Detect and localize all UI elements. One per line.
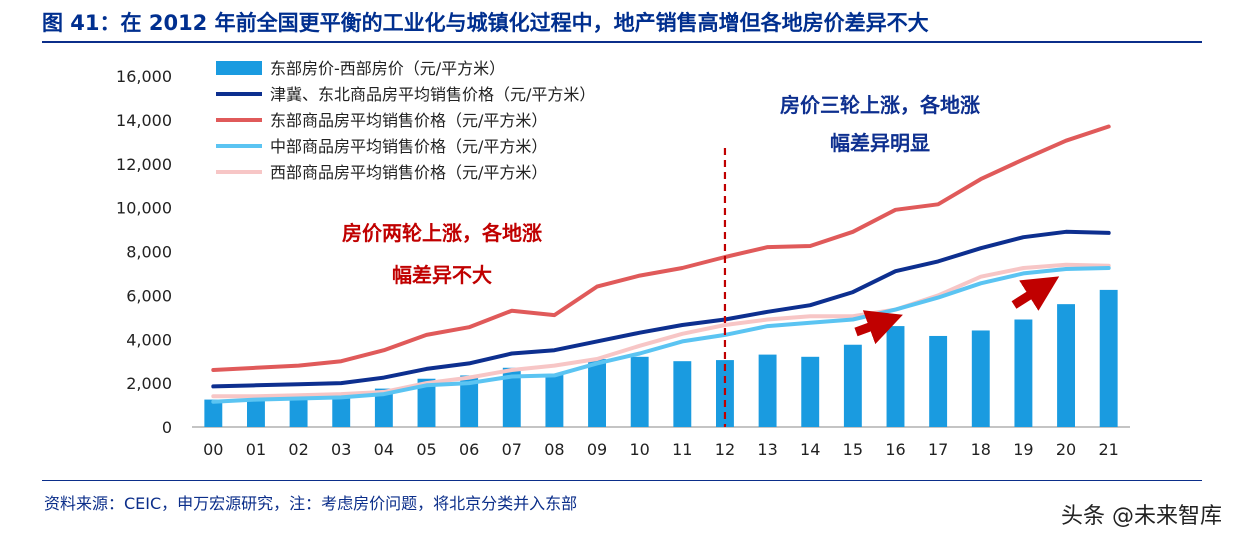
axes: 0 2,000 4,000 6,000 8,000 10,000 12,000 14,000 1… [116,67,1130,459]
bar [843,344,862,427]
y-tick-label: 14,000 [116,111,172,130]
x-tick-label: 01 [246,440,266,459]
watermark: 头条 @未来智库 [1061,504,1222,529]
x-tick-label: 00 [203,440,223,459]
y-tick-label: 2,000 [126,374,172,393]
x-tick-label: 11 [672,440,692,459]
bar [801,356,820,427]
series-line-3 [211,266,1111,404]
legend-label: 东部商品房平均销售价格（元/平方米） [270,111,547,130]
bar [758,354,777,427]
x-tick-label: 18 [971,440,991,459]
bar [886,326,905,427]
x-tick-label: 08 [544,440,564,459]
title-divider [42,41,1202,43]
x-tick-label: 19 [1013,440,1033,459]
legend-label: 中部商品房平均销售价格（元/平方米） [270,137,547,156]
source-note: 资料来源：CEIC，申万宏源研究，注：考虑房价问题，将北京分类并入东部 [44,494,578,513]
bar [929,335,948,427]
annotation-text: 幅差异明显 [830,131,930,155]
y-tick-label: 8,000 [126,243,172,262]
legend-swatch [216,61,262,75]
line-series [211,124,1111,404]
x-tick-label: 14 [800,440,820,459]
y-tick-label: 4,000 [126,330,172,349]
x-tick-label: 03 [331,440,351,459]
legend: 东部房价-西部房价（元/平方米） 津冀、东北商品房平均销售价格（元/平方米） 东部商… [216,59,595,182]
chart-title: 图 41：在 2012 年前全国更平衡的工业化与城镇化过程中，地产销售高增但各地… [42,11,929,35]
bar [460,375,479,427]
bar-series [204,289,1118,427]
bar [673,361,692,427]
x-tick-label: 13 [757,440,777,459]
x-tick-label: 17 [928,440,948,459]
bar [971,330,990,427]
y-tick-label: 6,000 [126,286,172,305]
bar [1099,289,1118,427]
bar [289,398,308,427]
x-tick-label: 12 [715,440,735,459]
x-tick-label: 15 [843,440,863,459]
bar [1057,304,1075,427]
bar [247,400,265,427]
legend-label: 东部房价-西部房价（元/平方米） [270,59,505,78]
x-tick-label: 21 [1099,440,1119,459]
legend-label: 津冀、东北商品房平均销售价格（元/平方米） [270,85,595,104]
trend-arrow [854,310,903,345]
legend-label: 西部商品房平均销售价格（元/平方米） [270,163,547,182]
x-tick-label: 07 [502,440,522,459]
y-tick-label: 16,000 [116,67,172,86]
bar [204,399,223,427]
bar [1014,319,1033,427]
chart: 0 2,000 4,000 6,000 8,000 10,000 12,000 14,000 1… [116,59,1130,459]
bar [545,374,564,427]
y-tick-label: 0 [162,418,172,437]
bar [502,367,521,427]
trend-arrow [1011,276,1060,311]
annotation-text: 房价三轮上涨，各地涨 [780,93,980,117]
bar [374,388,393,427]
bar [417,378,436,427]
bar [630,356,649,427]
x-tick-label: 04 [374,440,394,459]
series-line-1 [211,229,1111,389]
x-tick-label: 20 [1056,440,1076,459]
x-tick-label: 10 [630,440,650,459]
bar [588,358,606,427]
series-line-4 [211,262,1111,399]
annotation-text: 幅差异不大 [392,263,492,287]
bar [332,397,351,427]
x-tick-label: 09 [587,440,607,459]
series-line-2 [211,124,1111,372]
footer-divider [42,480,1202,481]
x-tick-label: 16 [885,440,905,459]
y-tick-label: 12,000 [116,155,172,174]
x-tick-label: 02 [288,440,308,459]
x-tick-label: 06 [459,440,479,459]
annotation-text: 房价两轮上涨，各地涨 [342,221,542,245]
x-tick-label: 05 [416,440,436,459]
y-tick-label: 10,000 [116,199,172,218]
